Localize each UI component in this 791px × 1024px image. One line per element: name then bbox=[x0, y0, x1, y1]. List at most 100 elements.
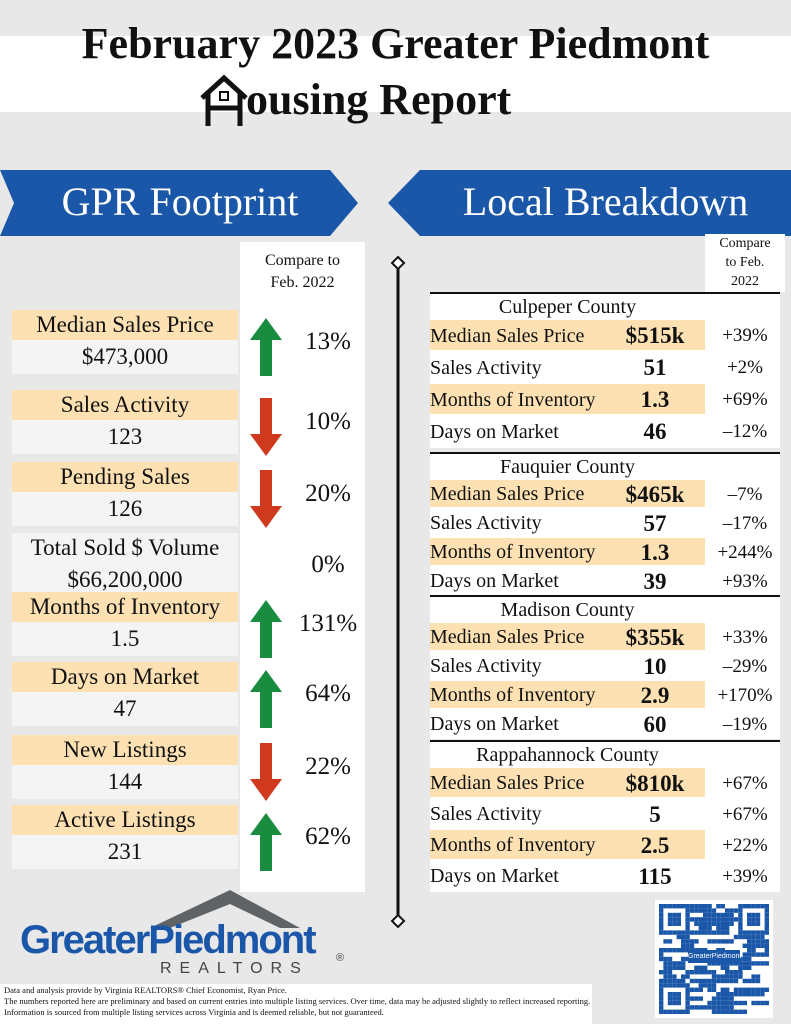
row-value: 10 bbox=[643, 654, 667, 679]
metric-value-band bbox=[12, 563, 238, 597]
row-change: –29% bbox=[722, 656, 768, 677]
row-change: +170% bbox=[717, 685, 773, 706]
county-rule bbox=[430, 740, 780, 742]
metric-label: Active Listings bbox=[54, 807, 196, 832]
row-label: Sales Activity bbox=[430, 512, 542, 534]
row-value: 51 bbox=[643, 355, 667, 380]
row-value: 39 bbox=[643, 569, 667, 594]
row-value: 46 bbox=[643, 419, 667, 444]
metric-value: 1.5 bbox=[110, 626, 140, 651]
left-compare-label: Compare to Feb. 2022 bbox=[264, 252, 341, 291]
row-change: +39% bbox=[722, 866, 768, 887]
right-compare-label: Compare to Feb. 2022 bbox=[705, 234, 785, 292]
row-value: $810k bbox=[625, 771, 685, 796]
title-band bbox=[0, 36, 791, 112]
metric-change: 13% bbox=[305, 328, 351, 355]
county-bg bbox=[430, 597, 780, 739]
metric-value: $66,200,000 bbox=[67, 567, 183, 592]
row-change: +67% bbox=[722, 804, 768, 825]
row-change: +69% bbox=[722, 389, 768, 410]
row-band bbox=[430, 538, 705, 565]
metric-value-band bbox=[12, 492, 238, 526]
row-band bbox=[430, 681, 705, 708]
row-change: +93% bbox=[722, 571, 768, 592]
row-value: 115 bbox=[638, 864, 672, 889]
row-label: Days on Market bbox=[430, 570, 559, 592]
row-band bbox=[430, 480, 705, 507]
county-bg bbox=[430, 454, 780, 596]
county-name: Culpeper County bbox=[498, 296, 637, 318]
row-label: Median Sales Price bbox=[430, 483, 585, 505]
row-value: $515k bbox=[625, 323, 685, 348]
row-value: 1.3 bbox=[640, 387, 670, 412]
row-label: Months of Inventory bbox=[430, 834, 596, 856]
metric-change: 0% bbox=[311, 551, 345, 578]
row-label: Median Sales Price bbox=[430, 626, 585, 648]
metric-change: 131% bbox=[298, 610, 358, 637]
metric-value-band bbox=[12, 835, 238, 869]
metric-value-band bbox=[12, 692, 238, 726]
trend-arrow bbox=[250, 470, 282, 528]
row-change: +2% bbox=[726, 357, 764, 378]
trend-arrow bbox=[250, 318, 282, 376]
row-label: Sales Activity bbox=[430, 357, 542, 379]
row-value: 2.9 bbox=[640, 683, 670, 708]
metric-change: 62% bbox=[305, 823, 351, 850]
county-bg bbox=[430, 294, 780, 448]
metric-label: Pending Sales bbox=[60, 464, 190, 489]
title-2: ousing Report bbox=[246, 75, 512, 124]
row-label: Days on Market bbox=[430, 713, 559, 735]
row-change: +39% bbox=[722, 325, 768, 346]
metric-value: 126 bbox=[107, 496, 143, 521]
metric-label: Days on Market bbox=[50, 664, 200, 689]
row-change: –19% bbox=[722, 714, 768, 735]
row-label: Months of Inventory bbox=[430, 389, 596, 411]
metric-band bbox=[12, 390, 238, 420]
row-value: 5 bbox=[649, 802, 661, 827]
metric-label: Sales Activity bbox=[60, 392, 190, 417]
house-icon bbox=[200, 74, 248, 126]
row-band bbox=[430, 384, 705, 414]
county-rule bbox=[430, 452, 780, 454]
disclaimer: Data and analysis provide by Virginia RE… bbox=[4, 985, 592, 1018]
trend-arrow bbox=[250, 398, 282, 456]
row-label: Median Sales Price bbox=[430, 325, 585, 347]
metric-value-band bbox=[12, 765, 238, 799]
row-change: –12% bbox=[722, 421, 768, 442]
county-name: Madison County bbox=[500, 599, 635, 621]
row-label: Days on Market bbox=[430, 865, 559, 887]
metric-value-band bbox=[12, 340, 238, 374]
metric-value-band bbox=[12, 622, 238, 656]
row-label: Sales Activity bbox=[430, 803, 542, 825]
metric-label: Median Sales Price bbox=[36, 312, 214, 337]
row-label: Sales Activity bbox=[430, 655, 542, 677]
metric-change: 64% bbox=[305, 680, 351, 707]
qr-label: GreaterPiedmont bbox=[688, 950, 741, 963]
trend-arrow bbox=[250, 743, 282, 801]
row-band bbox=[430, 320, 705, 350]
row-label: Days on Market bbox=[430, 421, 559, 443]
title: February 2023 Greater Piedmont bbox=[81, 19, 710, 68]
metric-band bbox=[12, 662, 238, 692]
row-value: 60 bbox=[643, 712, 667, 737]
left-heading: GPR Footprint bbox=[61, 179, 299, 224]
metric-value: 47 bbox=[113, 696, 137, 721]
trend-arrow bbox=[250, 670, 282, 728]
row-change: –7% bbox=[727, 484, 763, 505]
logo-roof bbox=[150, 890, 300, 928]
metric-label: New Listings bbox=[63, 737, 187, 762]
metric-change: 10% bbox=[305, 408, 351, 435]
metric-band bbox=[12, 533, 238, 563]
metric-value: 144 bbox=[107, 769, 143, 794]
row-change: +244% bbox=[717, 542, 773, 563]
metric-band bbox=[12, 310, 238, 340]
metric-band bbox=[12, 805, 238, 835]
disclaimer-line: The numbers reported here are preliminar… bbox=[4, 996, 591, 1017]
metric-change: 22% bbox=[305, 753, 351, 780]
row-value: 2.5 bbox=[640, 833, 670, 858]
row-label: Months of Inventory bbox=[430, 541, 596, 563]
row-change: –17% bbox=[722, 513, 768, 534]
row-band bbox=[430, 623, 705, 650]
disclaimer-box bbox=[0, 984, 592, 1024]
